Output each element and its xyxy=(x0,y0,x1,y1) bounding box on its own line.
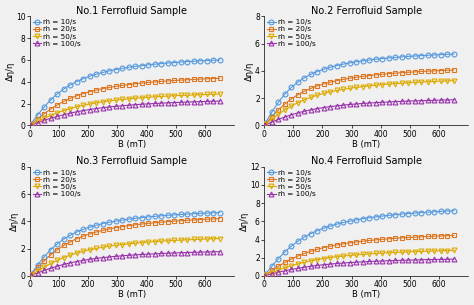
Y-axis label: Δη/η: Δη/η xyxy=(245,61,254,81)
Legend: ṁ = 10/s, ṁ = 20/s, ṁ = 50/s, ṁ = 100/s: ṁ = 10/s, ṁ = 20/s, ṁ = 50/s, ṁ = 100/s xyxy=(32,19,82,47)
Y-axis label: Δη/η: Δη/η xyxy=(6,61,15,81)
Title: No.4 Ferrofluid Sample: No.4 Ferrofluid Sample xyxy=(310,156,422,166)
Title: No.1 Ferrofluid Sample: No.1 Ferrofluid Sample xyxy=(76,5,188,16)
Legend: ṁ = 10/s, ṁ = 20/s, ṁ = 50/s, ṁ = 100/s: ṁ = 10/s, ṁ = 20/s, ṁ = 50/s, ṁ = 100/s xyxy=(32,169,82,198)
X-axis label: B (mT): B (mT) xyxy=(352,290,380,300)
Legend: ṁ = 10/s, ṁ = 20/s, ṁ = 50/s, ṁ = 100/s: ṁ = 10/s, ṁ = 20/s, ṁ = 50/s, ṁ = 100/s xyxy=(266,19,316,47)
Y-axis label: Δη/η: Δη/η xyxy=(240,212,249,231)
X-axis label: B (mT): B (mT) xyxy=(118,140,146,149)
Legend: ṁ = 10/s, ṁ = 20/s, ṁ = 50/s, ṁ = 100/s: ṁ = 10/s, ṁ = 20/s, ṁ = 50/s, ṁ = 100/s xyxy=(266,169,316,198)
Y-axis label: Δη/η: Δη/η xyxy=(10,212,19,231)
X-axis label: B (mT): B (mT) xyxy=(352,140,380,149)
X-axis label: B (mT): B (mT) xyxy=(118,290,146,300)
Title: No.3 Ferrofluid Sample: No.3 Ferrofluid Sample xyxy=(76,156,188,166)
Title: No.2 Ferrofluid Sample: No.2 Ferrofluid Sample xyxy=(310,5,422,16)
